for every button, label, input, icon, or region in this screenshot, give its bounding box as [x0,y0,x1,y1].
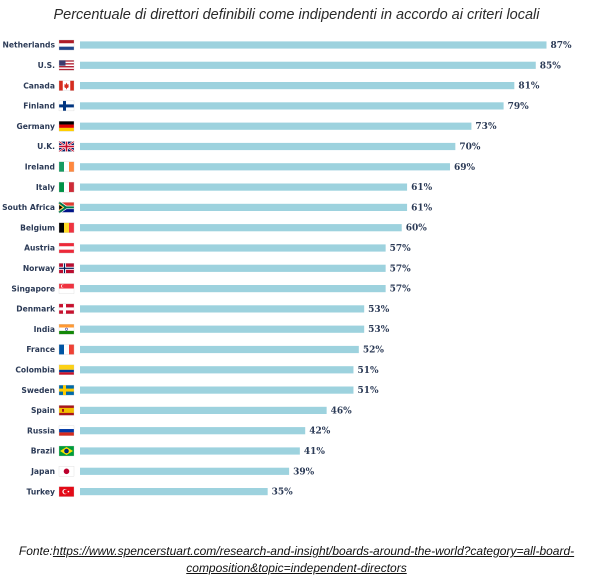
value-label-italy: 61% [411,183,433,193]
bar-germany [80,122,472,130]
colombia-flag-icon [58,364,75,375]
value-label-canada: 81% [518,82,540,92]
bar-ireland [80,163,450,171]
value-label-france: 52% [363,346,385,356]
country-label-canada: Canada [23,81,55,90]
source-note: Fonte:https://www.spencerstuart.com/rese… [0,543,593,577]
bar-france [80,345,359,354]
france-flag-icon [58,344,75,355]
value-label-u-k: 70% [459,143,481,153]
bar-netherlands [80,41,547,49]
bar-italy [80,183,408,191]
value-label-south-africa: 61% [411,203,433,213]
bar-japan [80,467,290,475]
singapore-flag-icon [58,283,75,294]
country-label-brazil: Brazil [31,447,55,456]
value-label-russia: 42% [309,427,331,437]
spain-flag-icon [58,405,75,416]
bar-india [80,325,365,333]
value-label-norway: 57% [390,264,412,274]
value-label-brazil: 41% [304,447,326,457]
value-label-japan: 39% [293,467,315,477]
value-label-sweden: 51% [357,386,379,396]
country-label-japan: Japan [30,467,55,476]
bar-norway [80,264,386,272]
bar-spain [80,406,327,414]
country-label-u-k: U.K. [37,142,55,151]
japan-flag-icon [58,466,75,477]
bar-colombia [80,366,354,374]
bar-u-k [80,142,456,151]
country-label-ireland: Ireland [25,163,55,172]
value-label-belgium: 60% [406,224,428,234]
country-label-u-s: U.S. [38,61,56,70]
bar-turkey [80,488,268,496]
country-label-south-africa: South Africa [2,203,55,212]
value-label-singapore: 57% [390,285,412,295]
country-label-france: France [26,345,55,354]
source-link-line2[interactable]: composition&topic=independent-directors [186,561,407,575]
bar-canada [80,82,515,90]
value-label-germany: 73% [475,122,497,132]
bar-south-africa [80,203,408,211]
value-label-austria: 57% [390,244,412,254]
bar-denmark [80,305,365,313]
italy-flag-icon [58,181,75,193]
russia-flag-icon [58,425,75,436]
ireland-flag-icon [58,161,75,172]
chart-title: Percentuale di direttori definibili come… [53,7,540,23]
country-label-italy: Italy [36,183,55,192]
country-label-singapore: Singapore [11,284,55,293]
value-label-india: 53% [368,325,390,335]
belgium-flag-icon [58,222,75,233]
india-flag-icon [58,324,75,335]
country-label-spain: Spain [31,406,55,415]
norway-flag-icon [58,263,75,274]
bar-austria [80,244,386,252]
bar-brazil [80,447,300,455]
value-label-netherlands: 87% [550,41,572,51]
finland-flag-icon [58,100,75,112]
germany-flag-icon [58,121,75,132]
country-label-germany: Germany [16,122,55,131]
country-label-denmark: Denmark [16,305,56,314]
canada-flag-icon [58,80,75,91]
netherlands-flag-icon [58,39,75,51]
bar-finland [80,102,504,110]
austria-flag-icon [58,242,75,254]
value-label-spain: 46% [331,406,353,416]
country-label-austria: Austria [24,244,55,253]
bar-belgium [80,224,402,232]
bar-russia [80,427,306,435]
source-link-line1[interactable]: https://www.spencerstuart.com/research-a… [52,544,575,558]
us-flag-icon [58,60,75,71]
value-label-denmark: 53% [368,305,390,315]
value-label-colombia: 51% [357,366,379,376]
country-label-finland: Finland [23,102,55,111]
bar-u-s [80,61,536,69]
bar-singapore [80,285,386,293]
country-label-belgium: Belgium [20,223,55,232]
value-label-ireland: 69% [454,163,476,173]
country-label-turkey: Turkey [27,487,55,496]
uk-flag-icon [58,140,75,153]
country-label-netherlands: Netherlands [2,41,55,50]
country-label-norway: Norway [23,264,55,273]
bar-sweden [80,386,354,394]
turkey-flag-icon [58,486,75,497]
country-label-india: India [34,325,55,334]
source-prefix: Fonte: [18,544,53,558]
country-label-colombia: Colombia [15,366,55,375]
value-label-finland: 79% [508,102,530,112]
sweden-flag-icon [58,384,75,396]
brazil-flag-icon [58,445,75,457]
value-label-turkey: 35% [272,488,294,498]
bar-chart: Netherlands 87% U.S. 85% Canada 81% Finland 79%… [2,39,572,498]
value-label-u-s: 85% [540,61,562,71]
country-label-sweden: Sweden [21,386,55,395]
country-label-russia: Russia [27,426,55,435]
south-africa-flag-icon [58,201,75,214]
denmark-flag-icon [58,303,75,315]
